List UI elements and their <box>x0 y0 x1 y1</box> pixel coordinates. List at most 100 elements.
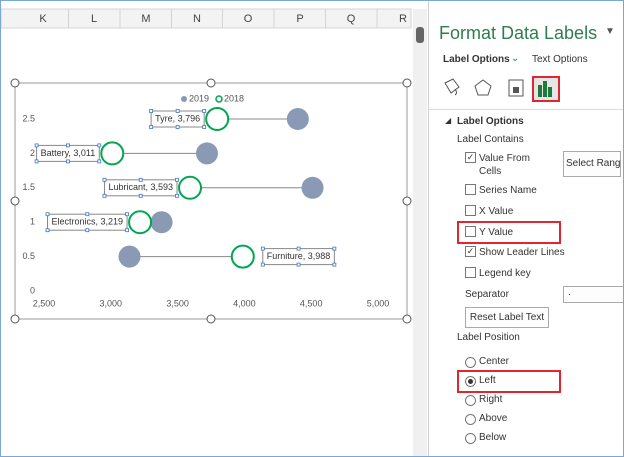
separator-input[interactable]: . <box>563 286 623 303</box>
chart-handle[interactable] <box>402 196 412 206</box>
label-handle <box>260 246 265 251</box>
scroll-thumb[interactable] <box>416 27 424 43</box>
checkbox[interactable] <box>465 184 476 195</box>
data-label: Electronics, 3,219 <box>52 217 124 227</box>
chart-handle[interactable] <box>206 314 216 324</box>
radio[interactable] <box>465 376 476 387</box>
chart-handle[interactable] <box>206 78 216 88</box>
label-handle <box>175 125 180 129</box>
chart-handle[interactable] <box>10 196 20 206</box>
point-2019 <box>150 211 173 234</box>
x-tick-label: 3,000 <box>100 298 123 308</box>
select-range-button[interactable]: Select Rang <box>563 151 621 177</box>
divider <box>429 109 623 110</box>
column-header: R <box>399 13 407 25</box>
chart-handle[interactable] <box>10 78 20 88</box>
section-title[interactable]: Label Options <box>457 116 524 127</box>
label-handle <box>296 246 301 251</box>
label-handle <box>85 228 90 233</box>
collapse-arrow[interactable]: ◢ <box>445 116 452 125</box>
x-tick-label: 5,000 <box>367 298 390 308</box>
reset-label-button[interactable]: Reset Label Text <box>465 307 549 328</box>
pane-title: Format Data Labels <box>439 23 598 43</box>
data-label: Tyre, 3,796 <box>155 113 200 123</box>
point-2019 <box>301 176 324 199</box>
radio-label: Right <box>479 394 503 405</box>
tab-dropdown[interactable]: ⌄ <box>511 53 520 64</box>
label-handle <box>138 193 143 198</box>
tab[interactable]: Label Options <box>443 54 510 65</box>
point-2018 <box>230 244 255 269</box>
highlight-box <box>457 370 561 393</box>
pane-menu[interactable]: ▼ <box>605 26 615 37</box>
option-icons <box>444 76 560 102</box>
point-2018 <box>128 210 153 235</box>
checkbox[interactable]: ✓ <box>465 246 476 257</box>
point-2019 <box>286 108 309 130</box>
column-header: N <box>193 13 201 25</box>
checkbox[interactable]: ✓ <box>465 152 476 163</box>
format-pane: Format Data Labels ▼ Label Options ⌄ Tex… <box>428 1 623 456</box>
label-handle <box>125 212 129 217</box>
x-tick-label: 4,000 <box>233 298 256 308</box>
point-2018 <box>205 107 230 131</box>
label-handle <box>97 159 102 164</box>
label-handle <box>34 143 39 148</box>
checkbox-label: Series Name <box>479 185 537 196</box>
point-2018 <box>178 175 203 200</box>
radio[interactable] <box>465 357 476 368</box>
radio[interactable] <box>465 433 476 444</box>
size-icon[interactable] <box>508 79 524 97</box>
chart-handle[interactable] <box>402 78 412 88</box>
column-header: O <box>244 13 253 25</box>
group-title: Label Position <box>457 332 520 343</box>
checkbox-label: Y Value <box>479 227 514 238</box>
label-handle <box>175 177 179 182</box>
radio-label: Above <box>479 413 508 424</box>
label-handle <box>260 262 265 267</box>
checkbox-label: Show Leader Lines <box>479 247 565 258</box>
label-handle <box>149 109 154 113</box>
label-handle <box>332 262 337 267</box>
point-2019 <box>195 142 218 165</box>
column-header: M <box>141 13 150 25</box>
label-handle <box>102 177 107 182</box>
radio[interactable] <box>465 414 476 425</box>
label-handle <box>125 228 129 233</box>
column-header: K <box>39 13 47 25</box>
checkbox[interactable] <box>465 205 476 216</box>
checkbox[interactable] <box>465 267 476 278</box>
label-handle <box>202 125 207 129</box>
radio-label: Below <box>479 432 507 443</box>
x-tick-label: 2,500 <box>33 298 56 308</box>
data-label: Furniture, 3,988 <box>267 251 331 261</box>
data-label: Battery, 3,011 <box>41 148 96 158</box>
icon-bar <box>538 85 542 97</box>
y-tick-label: 2 <box>30 148 35 158</box>
label-handle <box>66 159 70 164</box>
label-handle <box>102 193 107 198</box>
checkbox-label: Legend key <box>479 268 531 279</box>
chart-handle[interactable] <box>10 314 20 324</box>
effects-icon[interactable] <box>474 79 492 96</box>
icon-bar <box>548 87 552 97</box>
chart-handle[interactable] <box>402 314 412 324</box>
checkbox-label: Value From Cells <box>479 153 530 177</box>
legend-label: 2019 <box>189 93 209 103</box>
radio-label: Left <box>479 375 496 386</box>
label-handle <box>45 228 50 233</box>
checkbox[interactable] <box>465 226 476 237</box>
data-label: Lubricant, 3,593 <box>108 182 173 192</box>
radio-label: Center <box>479 356 510 367</box>
legend-label: 2018 <box>224 93 244 103</box>
fill-icon[interactable] <box>444 78 460 96</box>
y-tick-label: 1.5 <box>22 182 35 192</box>
y-tick-label: 1 <box>30 217 35 227</box>
label-handle <box>97 143 102 148</box>
tab[interactable]: Text Options <box>532 54 588 65</box>
radio[interactable] <box>465 395 476 406</box>
column-header-bar <box>1 8 412 29</box>
scrollbar <box>413 9 427 456</box>
label-handle <box>332 246 337 251</box>
